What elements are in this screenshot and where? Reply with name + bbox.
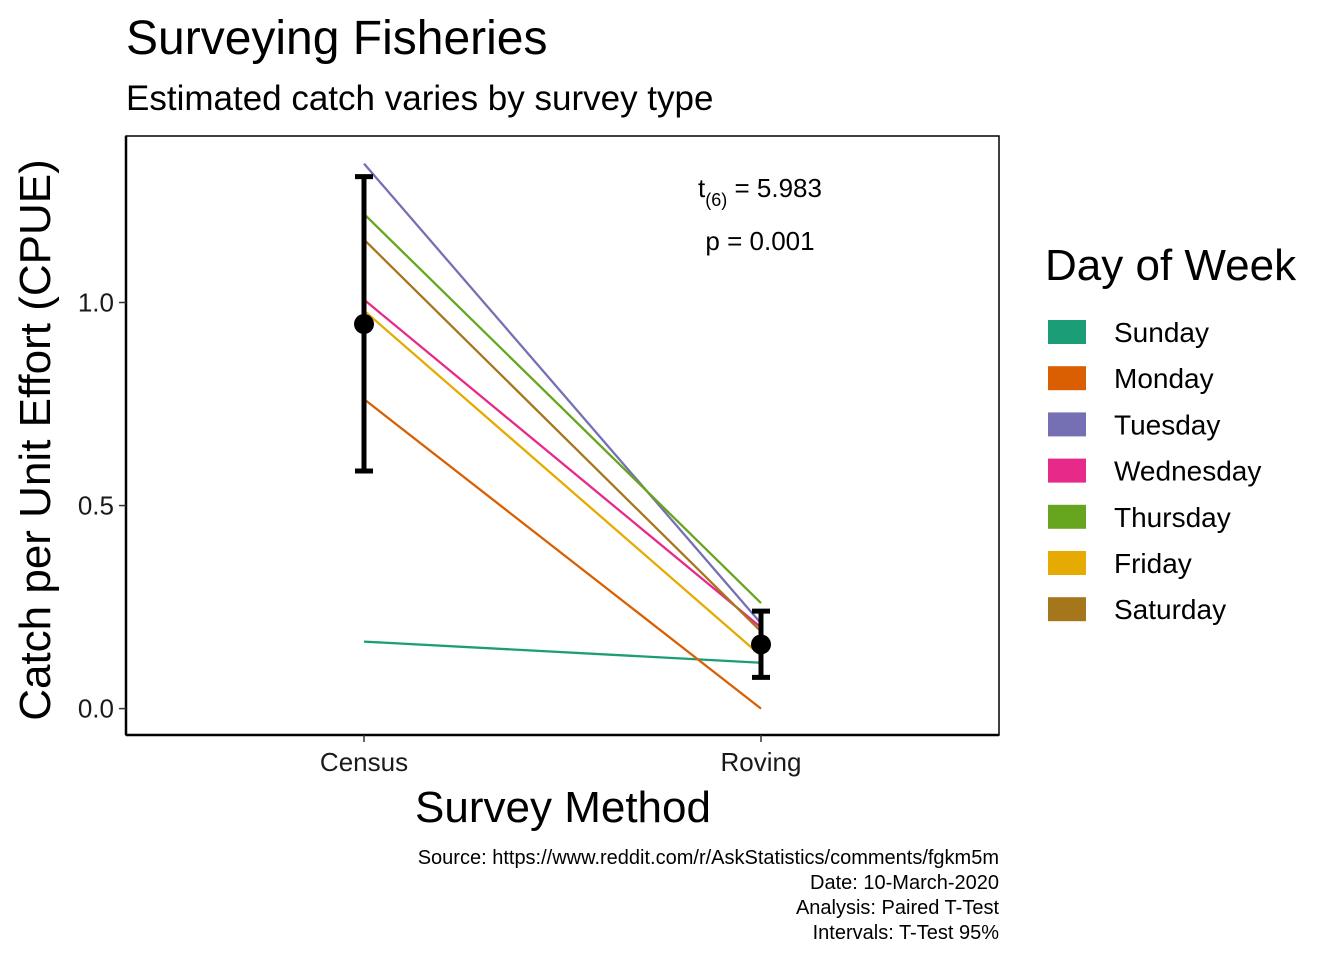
caption-line: Source: https://www.reddit.com/r/AskStat…: [418, 847, 999, 869]
legend-swatch-monday: [1048, 366, 1086, 391]
legend-title: Day of Week: [1045, 241, 1297, 290]
y-tick-label: 0.5: [78, 491, 114, 521]
t-statistic-annotation: t(6) = 5.983: [698, 173, 822, 210]
y-axis-label: Catch per Unit Effort (CPUE): [11, 159, 60, 721]
x-axis-label: Survey Method: [415, 783, 711, 832]
chart-subtitle: Estimated catch varies by survey type: [126, 79, 713, 118]
caption-line: Intervals: T-Test 95%: [813, 922, 1000, 944]
legend-swatch-tuesday: [1048, 412, 1086, 437]
x-tick-label: Census: [320, 747, 408, 777]
legend-swatch-saturday: [1048, 597, 1086, 622]
caption-line: Date: 10-March-2020: [810, 872, 999, 894]
p-value-annotation: p = 0.001: [705, 226, 814, 256]
chart-title: Surveying Fisheries: [126, 12, 548, 65]
y-tick-label: 0.0: [78, 694, 114, 724]
legend-label-tuesday: Tuesday: [1114, 409, 1220, 440]
y-ticks: 0.0 0.5 1.0: [78, 288, 126, 724]
legend: Sunday Monday Tuesday Wednesday Thursday Frid…: [1048, 317, 1261, 625]
mean-point-census: [354, 314, 374, 335]
series-line-tuesday: [363, 162, 762, 625]
summary-marks: [354, 174, 771, 680]
x-tick-label: Roving: [721, 747, 802, 777]
legend-label-friday: Friday: [1114, 548, 1192, 579]
caption: Source: https://www.reddit.com/r/AskStat…: [418, 847, 1000, 944]
legend-label-monday: Monday: [1114, 363, 1214, 394]
caption-line: Analysis: Paired T-Test: [796, 897, 999, 919]
x-ticks: Census Roving: [320, 735, 802, 777]
series-line-monday: [363, 398, 762, 710]
series-line-thursday: [363, 213, 762, 604]
series-line-sunday: [363, 640, 762, 664]
series-line-wednesday: [363, 298, 762, 629]
legend-swatch-friday: [1048, 551, 1086, 575]
series-lines: [363, 162, 762, 710]
legend-swatch-sunday: [1048, 320, 1086, 344]
legend-label-saturday: Saturday: [1114, 594, 1226, 625]
legend-swatch-wednesday: [1048, 458, 1086, 483]
legend-label-wednesday: Wednesday: [1114, 456, 1261, 487]
series-line-friday: [363, 309, 762, 657]
mean-point-roving: [751, 634, 771, 655]
legend-label-sunday: Sunday: [1114, 317, 1209, 348]
legend-swatch-thursday: [1048, 504, 1086, 529]
legend-label-thursday: Thursday: [1114, 502, 1231, 533]
y-tick-label: 1.0: [78, 288, 114, 318]
series-line-saturday: [363, 238, 762, 633]
